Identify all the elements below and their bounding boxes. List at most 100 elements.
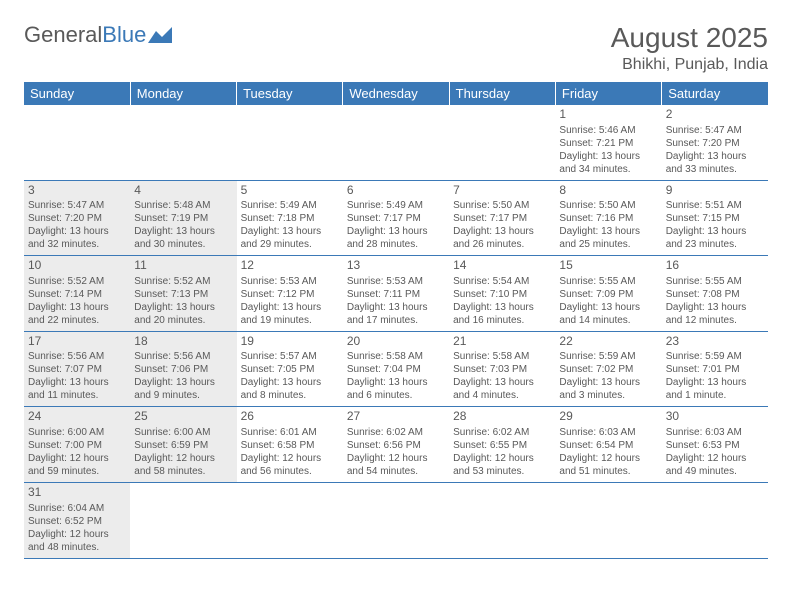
day-info-line: Sunrise: 5:54 AM xyxy=(453,275,551,288)
calendar-cell xyxy=(24,105,130,180)
day-info-line: Sunset: 7:14 PM xyxy=(28,288,126,301)
calendar-cell: 24Sunrise: 6:00 AMSunset: 7:00 PMDayligh… xyxy=(24,407,130,483)
calendar-row: 31Sunrise: 6:04 AMSunset: 6:52 PMDayligh… xyxy=(24,482,768,557)
day-info-line: Sunset: 7:18 PM xyxy=(241,212,339,225)
weekday-header: Friday xyxy=(555,82,661,105)
day-info-line: Daylight: 13 hours xyxy=(453,225,551,238)
calendar-cell: 4Sunrise: 5:48 AMSunset: 7:19 PMDaylight… xyxy=(130,180,236,256)
day-info-line: Daylight: 13 hours xyxy=(28,301,126,314)
day-info-line: and 8 minutes. xyxy=(241,389,339,402)
day-number: 19 xyxy=(241,334,339,350)
day-info-line: Sunset: 7:08 PM xyxy=(666,288,764,301)
day-info-line: Sunset: 7:15 PM xyxy=(666,212,764,225)
day-info-line: Sunrise: 5:50 AM xyxy=(453,199,551,212)
day-info-line: and 20 minutes. xyxy=(134,314,232,327)
day-info-line: Sunrise: 6:03 AM xyxy=(666,426,764,439)
day-info-line: and 9 minutes. xyxy=(134,389,232,402)
calendar-cell xyxy=(237,482,343,557)
day-number: 10 xyxy=(28,258,126,274)
day-info-line: and 59 minutes. xyxy=(28,465,126,478)
day-info-line: and 48 minutes. xyxy=(28,541,126,554)
location: Bhikhi, Punjab, India xyxy=(611,56,768,74)
calendar-cell: 15Sunrise: 5:55 AMSunset: 7:09 PMDayligh… xyxy=(555,256,661,332)
day-info-line: and 6 minutes. xyxy=(347,389,445,402)
day-info-line: and 23 minutes. xyxy=(666,238,764,251)
weekday-header: Sunday xyxy=(24,82,130,105)
bottom-border xyxy=(24,558,768,559)
day-info-line: Daylight: 13 hours xyxy=(666,376,764,389)
calendar-body: 1Sunrise: 5:46 AMSunset: 7:21 PMDaylight… xyxy=(24,105,768,558)
day-number: 11 xyxy=(134,258,232,274)
day-info-line: Daylight: 13 hours xyxy=(347,225,445,238)
day-info-line: Sunset: 7:17 PM xyxy=(347,212,445,225)
day-info-line: and 11 minutes. xyxy=(28,389,126,402)
day-info-line: Daylight: 13 hours xyxy=(28,376,126,389)
day-info-line: Daylight: 12 hours xyxy=(28,528,126,541)
day-info-line: Sunset: 7:21 PM xyxy=(559,137,657,150)
day-info-line: Sunrise: 5:58 AM xyxy=(453,350,551,363)
day-info-line: Sunrise: 5:48 AM xyxy=(134,199,232,212)
day-info-line: and 30 minutes. xyxy=(134,238,232,251)
day-info-line: Sunrise: 5:49 AM xyxy=(241,199,339,212)
day-number: 5 xyxy=(241,183,339,199)
day-info-line: Sunset: 6:52 PM xyxy=(28,515,126,528)
day-info-line: Sunrise: 5:53 AM xyxy=(241,275,339,288)
title-block: August 2025 Bhikhi, Punjab, India xyxy=(611,22,768,74)
calendar-cell: 18Sunrise: 5:56 AMSunset: 7:06 PMDayligh… xyxy=(130,331,236,407)
day-info-line: Sunrise: 5:55 AM xyxy=(666,275,764,288)
calendar-cell xyxy=(555,482,661,557)
day-info-line: and 3 minutes. xyxy=(559,389,657,402)
day-info-line: Sunrise: 6:00 AM xyxy=(28,426,126,439)
calendar-table: SundayMondayTuesdayWednesdayThursdayFrid… xyxy=(24,82,768,558)
day-info-line: Daylight: 12 hours xyxy=(134,452,232,465)
calendar-cell: 7Sunrise: 5:50 AMSunset: 7:17 PMDaylight… xyxy=(449,180,555,256)
calendar-cell xyxy=(130,482,236,557)
day-info-line: and 25 minutes. xyxy=(559,238,657,251)
day-info-line: Sunset: 7:01 PM xyxy=(666,363,764,376)
day-number: 23 xyxy=(666,334,764,350)
day-info-line: Sunrise: 5:57 AM xyxy=(241,350,339,363)
calendar-cell xyxy=(449,105,555,180)
day-info-line: Sunset: 7:07 PM xyxy=(28,363,126,376)
day-info-line: Sunrise: 5:59 AM xyxy=(559,350,657,363)
day-info-line: Daylight: 13 hours xyxy=(347,301,445,314)
day-info-line: Daylight: 13 hours xyxy=(134,301,232,314)
day-info-line: and 17 minutes. xyxy=(347,314,445,327)
day-info-line: Sunset: 6:55 PM xyxy=(453,439,551,452)
day-info-line: Sunrise: 5:52 AM xyxy=(28,275,126,288)
calendar-row: 1Sunrise: 5:46 AMSunset: 7:21 PMDaylight… xyxy=(24,105,768,180)
calendar-cell: 8Sunrise: 5:50 AMSunset: 7:16 PMDaylight… xyxy=(555,180,661,256)
day-info-line: and 53 minutes. xyxy=(453,465,551,478)
day-number: 4 xyxy=(134,183,232,199)
calendar-cell: 31Sunrise: 6:04 AMSunset: 6:52 PMDayligh… xyxy=(24,482,130,557)
calendar-cell: 6Sunrise: 5:49 AMSunset: 7:17 PMDaylight… xyxy=(343,180,449,256)
day-info-line: Daylight: 13 hours xyxy=(453,376,551,389)
calendar-cell: 1Sunrise: 5:46 AMSunset: 7:21 PMDaylight… xyxy=(555,105,661,180)
day-number: 24 xyxy=(28,409,126,425)
calendar-cell: 20Sunrise: 5:58 AMSunset: 7:04 PMDayligh… xyxy=(343,331,449,407)
day-info-line: and 26 minutes. xyxy=(453,238,551,251)
day-info-line: Sunset: 6:58 PM xyxy=(241,439,339,452)
day-info-line: Sunset: 7:10 PM xyxy=(453,288,551,301)
calendar-cell xyxy=(662,482,768,557)
day-info-line: Sunrise: 5:55 AM xyxy=(559,275,657,288)
day-info-line: and 16 minutes. xyxy=(453,314,551,327)
day-info-line: Sunset: 7:19 PM xyxy=(134,212,232,225)
day-info-line: and 58 minutes. xyxy=(134,465,232,478)
day-info-line: Sunrise: 5:58 AM xyxy=(347,350,445,363)
calendar-row: 10Sunrise: 5:52 AMSunset: 7:14 PMDayligh… xyxy=(24,256,768,332)
day-info-line: Daylight: 13 hours xyxy=(666,150,764,163)
day-number: 31 xyxy=(28,485,126,501)
weekday-header: Monday xyxy=(130,82,236,105)
day-info-line: Sunset: 7:03 PM xyxy=(453,363,551,376)
day-info-line: Sunrise: 6:04 AM xyxy=(28,502,126,515)
calendar-cell: 19Sunrise: 5:57 AMSunset: 7:05 PMDayligh… xyxy=(237,331,343,407)
day-info-line: and 33 minutes. xyxy=(666,163,764,176)
day-info-line: and 28 minutes. xyxy=(347,238,445,251)
day-number: 30 xyxy=(666,409,764,425)
calendar-cell: 11Sunrise: 5:52 AMSunset: 7:13 PMDayligh… xyxy=(130,256,236,332)
day-info-line: and 32 minutes. xyxy=(28,238,126,251)
day-info-line: Daylight: 13 hours xyxy=(28,225,126,238)
day-info-line: Daylight: 13 hours xyxy=(666,301,764,314)
day-number: 25 xyxy=(134,409,232,425)
